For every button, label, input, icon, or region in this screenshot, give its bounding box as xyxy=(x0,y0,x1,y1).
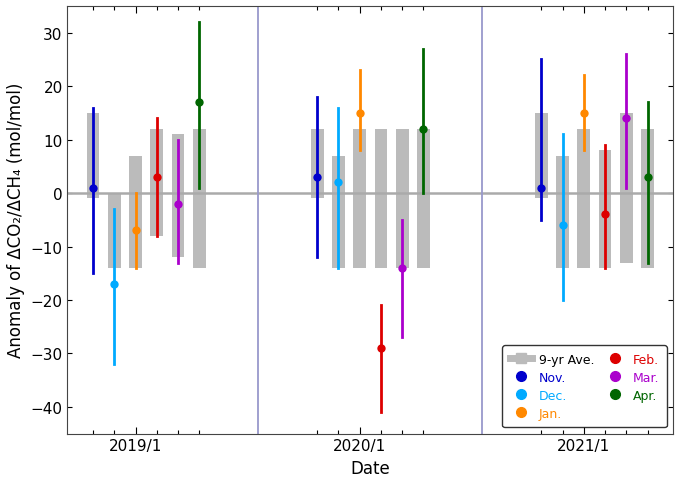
Bar xyxy=(108,194,120,268)
X-axis label: Date: Date xyxy=(350,459,390,477)
Bar xyxy=(354,130,366,268)
Bar xyxy=(193,130,205,268)
Bar xyxy=(535,114,547,199)
Bar xyxy=(171,135,184,257)
Bar xyxy=(375,130,388,268)
Bar xyxy=(150,130,163,236)
Bar xyxy=(598,151,611,268)
Bar xyxy=(129,156,142,268)
Bar xyxy=(641,130,654,268)
Bar xyxy=(311,130,324,199)
Bar xyxy=(620,114,632,263)
Bar xyxy=(556,156,569,268)
Bar xyxy=(417,130,430,268)
Legend: 9-yr Ave., Nov., Dec., Jan., Feb., Mar., Apr.: 9-yr Ave., Nov., Dec., Jan., Feb., Mar.,… xyxy=(503,346,667,427)
Bar xyxy=(396,130,409,268)
Bar xyxy=(577,130,590,268)
Y-axis label: Anomaly of ΔCO₂/ΔCH₄ (mol/mol): Anomaly of ΔCO₂/ΔCH₄ (mol/mol) xyxy=(7,83,25,358)
Bar xyxy=(86,114,99,199)
Bar xyxy=(332,156,345,268)
